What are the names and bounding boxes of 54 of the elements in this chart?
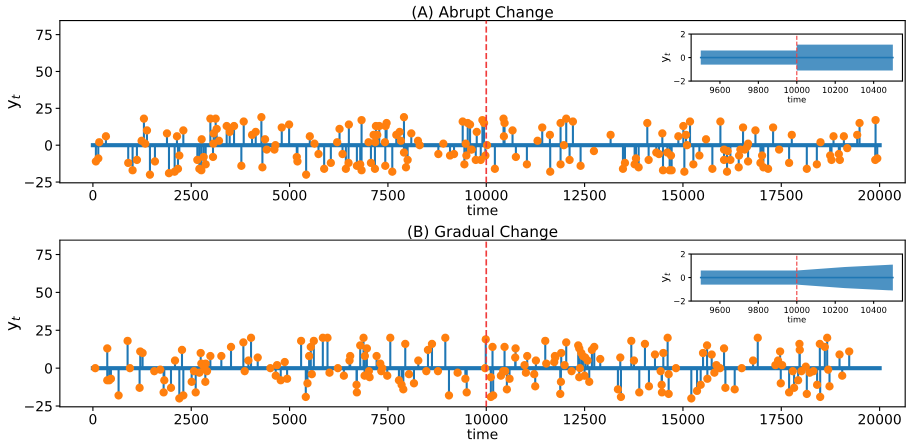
y-tick-label: −25	[25, 177, 52, 188]
y-axis-title: y$_{t}$	[8, 316, 21, 331]
x-tick-label: 10400	[861, 86, 886, 94]
chart-title: (A) Abrupt Change	[412, 6, 553, 21]
x-tick-label: 9600	[710, 306, 730, 314]
y-tick-label: 25	[36, 103, 52, 114]
x-tick-label: 12500	[564, 414, 606, 424]
y-axis-title: y$_{t}$	[662, 272, 670, 282]
x-tick-label: 2500	[174, 414, 208, 424]
x-tick-label: 7500	[371, 414, 405, 424]
x-tick-label: 0	[89, 190, 96, 200]
y-tick-label: 2	[680, 31, 685, 38]
y-tick-label: 75	[36, 250, 52, 260]
x-tick-label: 20000	[858, 190, 901, 200]
x-tick-label: 20000	[858, 414, 901, 424]
y-tick-label: −2	[674, 298, 685, 304]
x-tick-label: 17500	[760, 414, 802, 424]
y-tick-label: 0	[44, 363, 52, 374]
x-tick-label: 15000	[662, 414, 704, 424]
chart-title: (B) Gradual Change	[408, 225, 558, 240]
y-axis-title: y$_{t}$	[662, 52, 670, 62]
x-tick-label: 10000	[784, 86, 810, 94]
x-tick-label: 5000	[272, 414, 306, 424]
x-axis-title: time	[467, 428, 498, 440]
y-tick-label: −25	[25, 400, 52, 412]
y-tick-label: 75	[36, 30, 52, 40]
x-tick-label: 5000	[272, 190, 306, 200]
x-axis-title: time	[788, 316, 806, 323]
x-tick-label: 9800	[748, 306, 768, 314]
x-tick-label: 12500	[564, 190, 606, 200]
x-tick-label: 9800	[748, 86, 768, 94]
x-tick-label: 10200	[822, 86, 848, 94]
y-tick-label: 0	[680, 54, 686, 61]
y-tick-label: 50	[36, 287, 52, 298]
x-tick-label: 17500	[760, 190, 802, 200]
x-tick-label: 10400	[861, 306, 886, 314]
x-tick-label: 10200	[822, 306, 848, 314]
y-tick-label: −2	[674, 78, 685, 84]
y-tick-label: 50	[36, 66, 52, 77]
y-tick-label: 0	[44, 140, 52, 151]
y-tick-label: 0	[680, 274, 686, 281]
x-axis-title: time	[788, 96, 806, 103]
x-tick-label: 10000	[466, 190, 508, 200]
y-tick-label: 25	[36, 325, 52, 336]
x-tick-label: 7500	[371, 190, 405, 200]
x-tick-label: 15000	[662, 190, 704, 200]
x-tick-label: 0	[89, 414, 96, 424]
x-tick-label: 10000	[466, 414, 508, 424]
x-tick-label: 10000	[784, 306, 810, 314]
x-tick-label: 2500	[174, 190, 208, 200]
y-tick-label: 2	[680, 250, 685, 258]
x-tick-label: 9600	[710, 86, 730, 94]
x-axis-title: time	[467, 204, 498, 216]
y-axis-title: y$_{t}$	[8, 94, 21, 109]
